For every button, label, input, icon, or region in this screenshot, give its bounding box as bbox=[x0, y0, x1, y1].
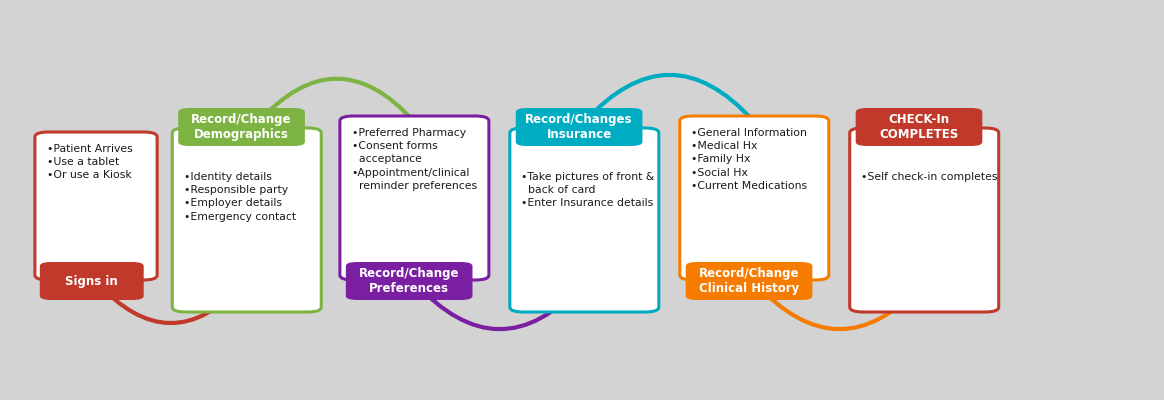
FancyBboxPatch shape bbox=[340, 116, 489, 280]
Text: CHECK-In
COMPLETES: CHECK-In COMPLETES bbox=[879, 113, 959, 141]
FancyBboxPatch shape bbox=[850, 128, 999, 312]
Text: •Take pictures of front &
  back of card
•Enter Insurance details: •Take pictures of front & back of card •… bbox=[521, 172, 654, 208]
FancyBboxPatch shape bbox=[40, 262, 143, 300]
Text: •Identity details
•Responsible party
•Employer details
•Emergency contact: •Identity details •Responsible party •Em… bbox=[184, 172, 296, 222]
Text: Record/Change
Clinical History: Record/Change Clinical History bbox=[698, 267, 800, 295]
Text: Record/Change
Preferences: Record/Change Preferences bbox=[359, 267, 460, 295]
Text: •Preferred Pharmacy
•Consent forms
  acceptance
•Appointment/clinical
  reminder: •Preferred Pharmacy •Consent forms accep… bbox=[352, 128, 476, 191]
Text: Record/Change
Demographics: Record/Change Demographics bbox=[191, 113, 292, 141]
FancyBboxPatch shape bbox=[172, 128, 321, 312]
FancyBboxPatch shape bbox=[516, 108, 643, 146]
FancyBboxPatch shape bbox=[680, 116, 829, 280]
Text: •Self check-in completes: •Self check-in completes bbox=[861, 172, 998, 182]
FancyBboxPatch shape bbox=[346, 262, 473, 300]
Text: Record/Changes
Insurance: Record/Changes Insurance bbox=[525, 113, 633, 141]
FancyBboxPatch shape bbox=[856, 108, 982, 146]
FancyBboxPatch shape bbox=[178, 108, 305, 146]
FancyBboxPatch shape bbox=[686, 262, 812, 300]
Text: •Patient Arrives
•Use a tablet
•Or use a Kiosk: •Patient Arrives •Use a tablet •Or use a… bbox=[47, 144, 133, 180]
FancyBboxPatch shape bbox=[35, 132, 157, 280]
Text: Signs in: Signs in bbox=[65, 274, 118, 288]
FancyBboxPatch shape bbox=[510, 128, 659, 312]
Text: •General Information
•Medical Hx
•Family Hx
•Social Hx
•Current Medications: •General Information •Medical Hx •Family… bbox=[691, 128, 808, 191]
